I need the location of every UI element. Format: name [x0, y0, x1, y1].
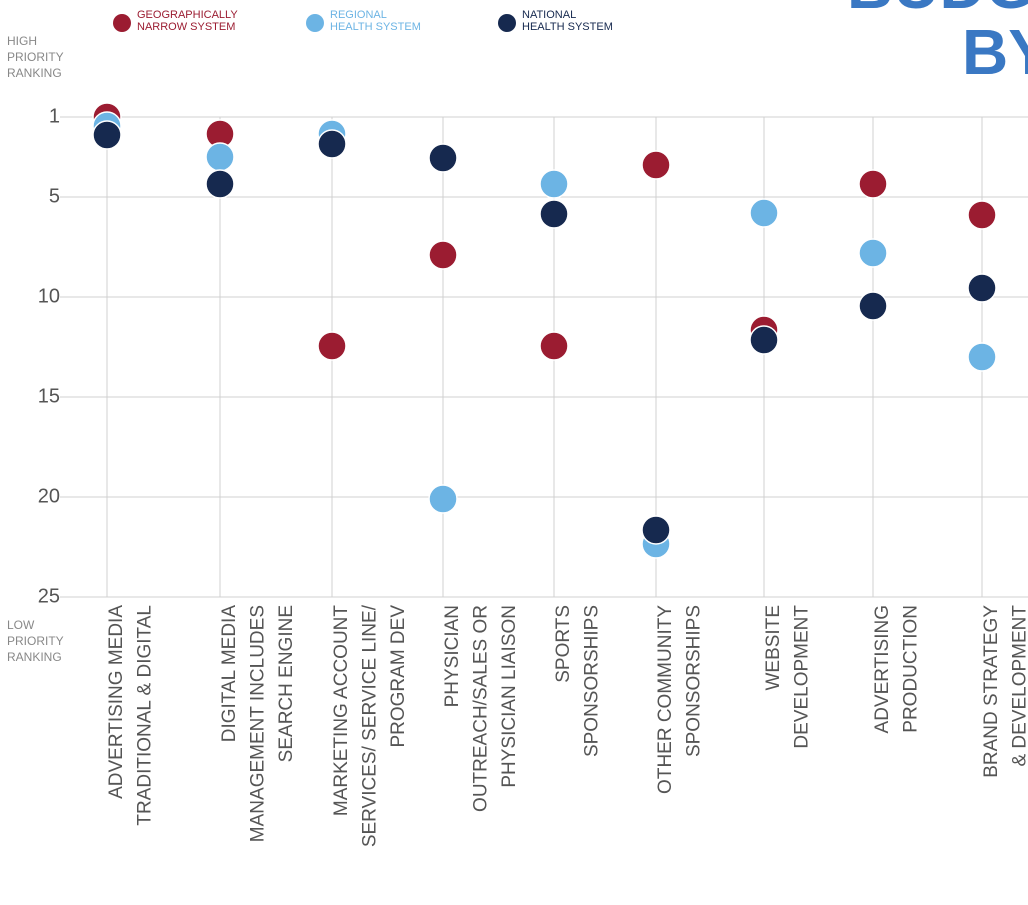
y-tick-label: 15	[38, 385, 60, 407]
legend-label: NARROW SYSTEM	[137, 21, 235, 33]
axis-note: HIGH	[7, 34, 37, 48]
x-tick-label: BRAND STRATEGY	[981, 605, 1002, 778]
x-tick-label: PHYSICIAN LIAISON	[499, 605, 520, 788]
x-tick-label: ADVERTISING MEDIA	[106, 605, 127, 799]
x-tick-label: SPORTS	[553, 605, 574, 683]
legend-label: HEALTH SYSTEM	[522, 21, 613, 33]
x-tick-label: OUTREACH/SALES OR	[471, 605, 492, 812]
dot	[317, 129, 347, 159]
dot	[539, 331, 569, 361]
dot	[967, 342, 997, 372]
y-tick-label: 10	[38, 285, 60, 307]
axis-note: RANKING	[7, 650, 62, 664]
dot	[539, 169, 569, 199]
x-tick-label: MANAGEMENT INCLUDES	[248, 605, 269, 842]
legend-label: NATIONAL	[522, 9, 576, 21]
axis-note: LOW	[7, 618, 35, 632]
dot	[205, 169, 235, 199]
legend-marker	[306, 14, 324, 32]
dot	[641, 515, 671, 545]
y-tick-label: 5	[49, 185, 60, 207]
x-tick-label: SPONSORSHIPS	[684, 605, 705, 757]
dot	[749, 198, 779, 228]
dot	[641, 150, 671, 180]
dot	[317, 331, 347, 361]
x-tick-label: DIGITAL MEDIA	[219, 605, 240, 743]
dot	[428, 484, 458, 514]
dot	[967, 273, 997, 303]
legend-marker	[113, 14, 131, 32]
x-tick-label: SERVICES/ SERVICE LINE/	[360, 604, 381, 847]
dot	[858, 291, 888, 321]
dot	[428, 143, 458, 173]
x-tick-label: PHYSICIAN	[442, 605, 463, 707]
y-tick-label: 1	[49, 105, 60, 127]
dot	[967, 200, 997, 230]
legend-label: HEALTH SYSTEM	[330, 21, 421, 33]
x-tick-label: SEARCH ENGINE	[276, 605, 297, 762]
y-tick-label: 25	[38, 585, 60, 607]
dot	[858, 238, 888, 268]
dot	[858, 169, 888, 199]
x-tick-label: PROGRAM DEV	[388, 605, 409, 748]
x-tick-label: SPONSORSHIPS	[582, 605, 603, 757]
x-tick-label: MARKETING ACCOUNT	[331, 605, 352, 817]
x-tick-label: OTHER COMMUNITY	[655, 605, 676, 794]
x-tick-label: & DEVELOPMENT	[1010, 605, 1028, 767]
x-tick-label: TRADITIONAL & DIGITAL	[135, 605, 156, 826]
x-tick-label: DEVELOPMENT	[792, 605, 813, 749]
legend-label: REGIONAL	[330, 9, 387, 21]
dot	[539, 199, 569, 229]
dot	[749, 325, 779, 355]
y-tick-label: 20	[38, 485, 60, 507]
dot	[205, 142, 235, 172]
axis-note: PRIORITY	[7, 50, 64, 64]
x-tick-label: PRODUCTION	[901, 605, 922, 733]
dot	[92, 120, 122, 150]
dot	[428, 240, 458, 270]
legend-marker	[498, 14, 516, 32]
legend-label: GEOGRAPHICALLY	[137, 9, 238, 21]
x-tick-label: ADVERTISING	[872, 605, 893, 733]
axis-note: PRIORITY	[7, 634, 64, 648]
x-tick-label: WEBSITE	[763, 605, 784, 691]
axis-note: RANKING	[7, 66, 62, 80]
chart-title: BY	[962, 16, 1028, 88]
chart-title: BUDG	[847, 0, 1028, 22]
